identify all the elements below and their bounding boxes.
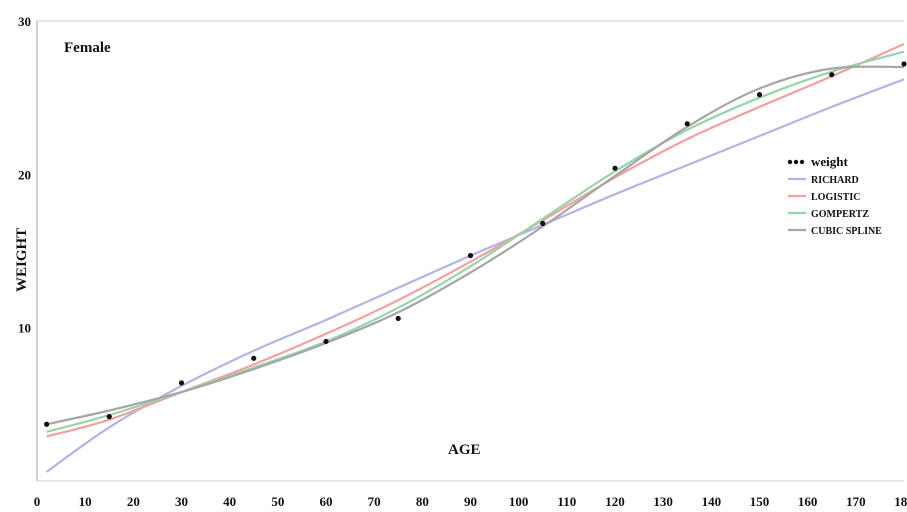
x-tick-label: 180 <box>894 494 907 509</box>
x-tick-label: 170 <box>846 494 866 509</box>
legend-label-weight: weight <box>811 154 849 169</box>
x-tick-label: 30 <box>175 494 188 509</box>
x-tick-label: 40 <box>223 494 236 509</box>
y-axis-label: WEIGHT <box>14 228 30 292</box>
legend-label-cubic-spline: CUBIC SPLINE <box>811 226 882 237</box>
data-point <box>901 61 907 67</box>
x-tick-label: 100 <box>509 494 529 509</box>
x-tick-label: 120 <box>605 494 625 509</box>
x-tick-label: 150 <box>750 494 770 509</box>
data-point <box>540 220 546 226</box>
x-tick-label: 90 <box>464 494 477 509</box>
legend: weight RICHARD LOGISTIC GOMPERTZ CUBIC SPLIN… <box>787 154 882 237</box>
data-point <box>395 315 401 322</box>
panel-label: Female <box>64 40 111 56</box>
x-tick-label: 130 <box>653 494 673 509</box>
data-point <box>251 355 257 361</box>
legend-label-logistic: LOGISTIC <box>811 192 860 203</box>
data-point <box>44 421 50 427</box>
data-point <box>756 92 763 98</box>
legend-marker-weight <box>787 159 793 165</box>
x-tick-label: 80 <box>416 494 429 509</box>
series-line-cubic-spline <box>46 65 905 426</box>
data-point <box>178 380 185 386</box>
x-tick-label: 110 <box>557 494 576 509</box>
data-point <box>323 338 329 345</box>
x-axis-label: AGE <box>448 442 481 458</box>
data-point <box>467 253 474 259</box>
y-tick-labels: 10 20 30 <box>18 14 31 336</box>
x-tick-label: 0 <box>34 494 41 509</box>
y-tick-label: 10 <box>18 321 31 336</box>
series-lines <box>45 42 905 473</box>
x-tick-label: 70 <box>368 494 381 509</box>
y-tick-label: 30 <box>18 14 31 29</box>
x-tick-label: 10 <box>79 494 92 509</box>
x-tick-label: 50 <box>271 494 284 509</box>
data-point <box>612 165 618 171</box>
legend-label-gompertz: GOMPERTZ <box>811 209 869 220</box>
y-tick-label: 20 <box>18 167 31 182</box>
data-point <box>106 414 112 420</box>
x-tick-labels: 0 10 20 30 40 50 60 70 80 90 100 110 120 130 140 150 160… <box>34 494 907 509</box>
weight-points <box>44 61 907 427</box>
x-tick-label: 140 <box>702 494 722 509</box>
x-tick-label: 160 <box>798 494 818 509</box>
plot-frame <box>36 20 904 482</box>
data-point <box>829 72 835 78</box>
legend-label-richard: RICHARD <box>811 175 859 186</box>
legend-marker-weight <box>793 159 799 165</box>
x-tick-label: 20 <box>127 494 140 509</box>
data-point <box>684 121 690 127</box>
legend-marker-weight <box>799 159 805 165</box>
x-tick-label: 60 <box>320 494 333 509</box>
